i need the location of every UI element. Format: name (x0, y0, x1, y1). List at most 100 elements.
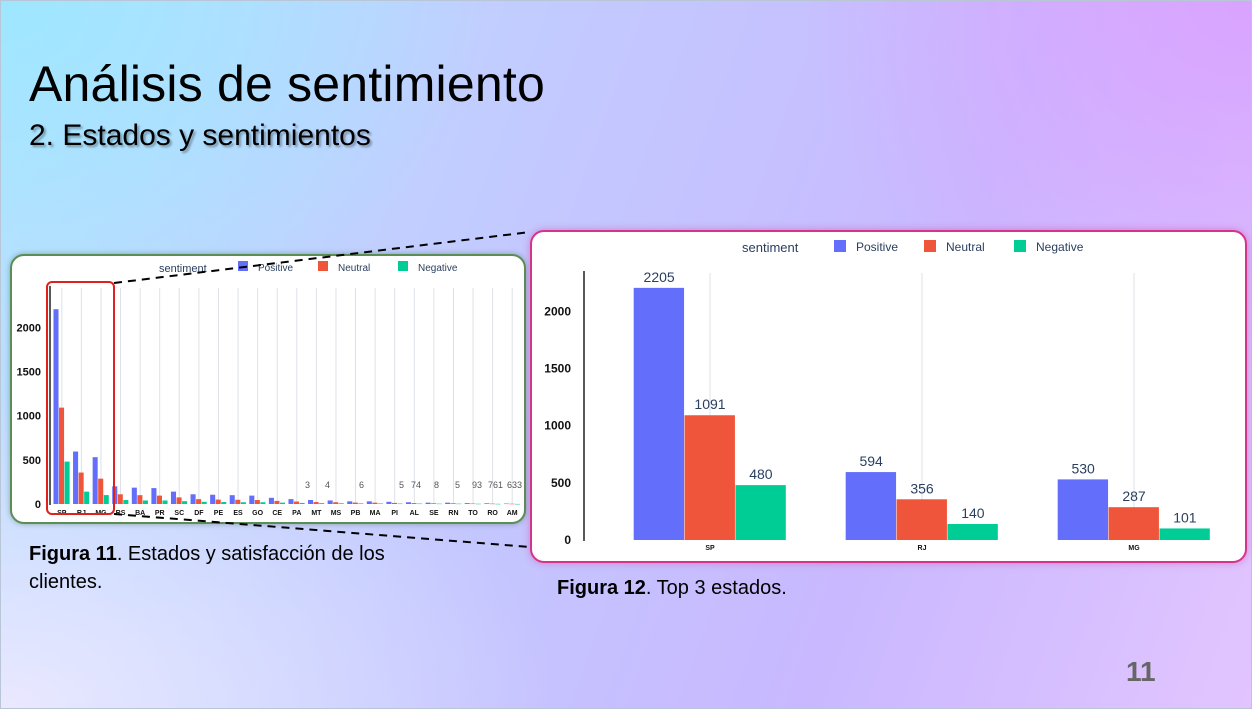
data-label: 287 (1122, 488, 1146, 504)
legend-label-positive: Positive (258, 263, 293, 274)
bar-positive-ma (366, 501, 372, 504)
bar-neutral-ro (489, 503, 495, 505)
x-tick-label: PE (214, 510, 224, 517)
bar-negative-pe (221, 502, 227, 504)
bar-positive-mg (92, 457, 98, 504)
x-tick-label: SP (57, 510, 67, 517)
y-tick-label: 500 (551, 476, 571, 490)
bar-neutral-al (411, 503, 417, 504)
x-tick-label: GO (252, 510, 263, 517)
bar-positive-sc (170, 491, 177, 504)
data-label: 140 (961, 505, 985, 521)
bar-neutral-rs (117, 494, 123, 504)
x-tick-label: AM (507, 510, 518, 517)
bar-negative-es (240, 502, 246, 504)
slide-title: Análisis de sentimiento (29, 56, 545, 112)
legend-label-negative: Negative (1036, 240, 1084, 254)
bar-negative-ba (142, 500, 148, 504)
bar-negative-pr (162, 500, 168, 504)
bar-neutral-ba (137, 495, 143, 504)
y-tick-label: 2000 (544, 304, 571, 318)
bar-neutral-pa (294, 501, 300, 504)
legend-swatch-positive (238, 261, 248, 271)
bar-neutral-pi (391, 502, 397, 504)
x-tick-label: PI (391, 510, 398, 517)
bar-positive-pr (151, 488, 157, 504)
bar-negative-to (475, 503, 481, 505)
bar-negative-mg (103, 495, 109, 504)
x-tick-label: TO (468, 510, 478, 517)
bar-neutral-rj (896, 499, 947, 540)
legend-label-neutral: Neutral (338, 263, 370, 274)
figure12-card: sentiment Positive Neutral Negative 0 500 1000… (530, 230, 1247, 563)
page-number: 11 (1126, 656, 1156, 687)
bar-positive-sp (633, 287, 685, 540)
bar-neutral-mg (98, 478, 104, 504)
bar-neutral-ce (274, 500, 280, 504)
bar-neutral-rj (78, 472, 84, 504)
bar-neutral-pb (352, 502, 358, 504)
data-label: 594 (859, 453, 883, 469)
bar-neutral-rn (450, 503, 456, 504)
bar-positive-pb (347, 501, 353, 504)
x-tick-label: MG (95, 510, 107, 517)
bar-neutral-pr (156, 495, 162, 504)
bar-neutral-es (235, 499, 241, 504)
bar-positive-pe (210, 494, 216, 504)
data-label: 530 (1071, 460, 1095, 476)
bar-negative-se (436, 503, 442, 505)
bar-neutral-ms (333, 502, 339, 504)
legend-swatch-positive (834, 240, 846, 252)
x-tick-label: MG (1128, 545, 1140, 552)
bar-neutral-sc (176, 497, 182, 504)
bar-neutral-mt (313, 502, 319, 504)
legend-label-neutral: Neutral (946, 240, 985, 254)
legend-swatch-neutral (924, 240, 936, 252)
overflow-annotation: 633 (507, 480, 522, 490)
bar-positive-go (249, 495, 255, 504)
bar-positive-rn (445, 502, 451, 504)
bar-negative-sc (182, 501, 188, 504)
bar-positive-ms (327, 500, 333, 504)
y-tick-label: 0 (564, 533, 571, 547)
bar-positive-rs (112, 486, 118, 504)
y-tick-label: 2000 (17, 322, 41, 334)
x-tick-label: RO (487, 510, 498, 517)
bar-positive-sp (53, 309, 59, 504)
bar-positive-am (503, 503, 509, 505)
y-tick-label: 500 (23, 455, 41, 467)
legend-swatch-negative (398, 261, 408, 271)
figure12-caption: Figura 12. Top 3 estados. (557, 574, 957, 602)
bar-neutral-df (196, 499, 202, 504)
bar-positive-se (425, 502, 431, 504)
overflow-annotation: 4 (325, 480, 330, 490)
bar-negative-ma (377, 503, 383, 504)
bar-negative-rj (84, 491, 90, 504)
bar-positive-al (405, 502, 412, 504)
overflow-annotation: 5 (455, 480, 460, 490)
y-tick-label: 1000 (17, 411, 41, 423)
x-tick-label: PA (292, 510, 301, 517)
figure11-caption: Figura 11. Estados y satisfacción de los… (29, 540, 389, 596)
bar-positive-df (190, 494, 196, 504)
x-tick-label: RS (116, 510, 126, 517)
legend-label-negative: Negative (418, 263, 458, 274)
overflow-annotation: 5 (399, 480, 404, 490)
legend-title: sentiment (159, 263, 207, 275)
bar-negative-pb (358, 503, 364, 504)
bar-neutral-am (509, 503, 515, 505)
bar-negative-am (514, 503, 521, 505)
bar-positive-es (229, 495, 235, 504)
data-label: 101 (1173, 509, 1197, 525)
x-tick-label: RJ (77, 510, 86, 517)
x-tick-label: ES (233, 510, 243, 517)
legend-swatch-neutral (318, 261, 328, 271)
bar-negative-ms (338, 503, 344, 504)
figure11-text: . Estados y satisfacción de los clientes… (29, 543, 385, 593)
bar-positive-rj (73, 451, 79, 504)
bar-neutral-sp (59, 407, 65, 504)
data-label: 2205 (644, 269, 675, 285)
slide-subtitle: 2. Estados y sentimientos (29, 119, 371, 152)
legend-title: sentiment (742, 240, 799, 255)
bar-neutral-to (470, 503, 476, 505)
